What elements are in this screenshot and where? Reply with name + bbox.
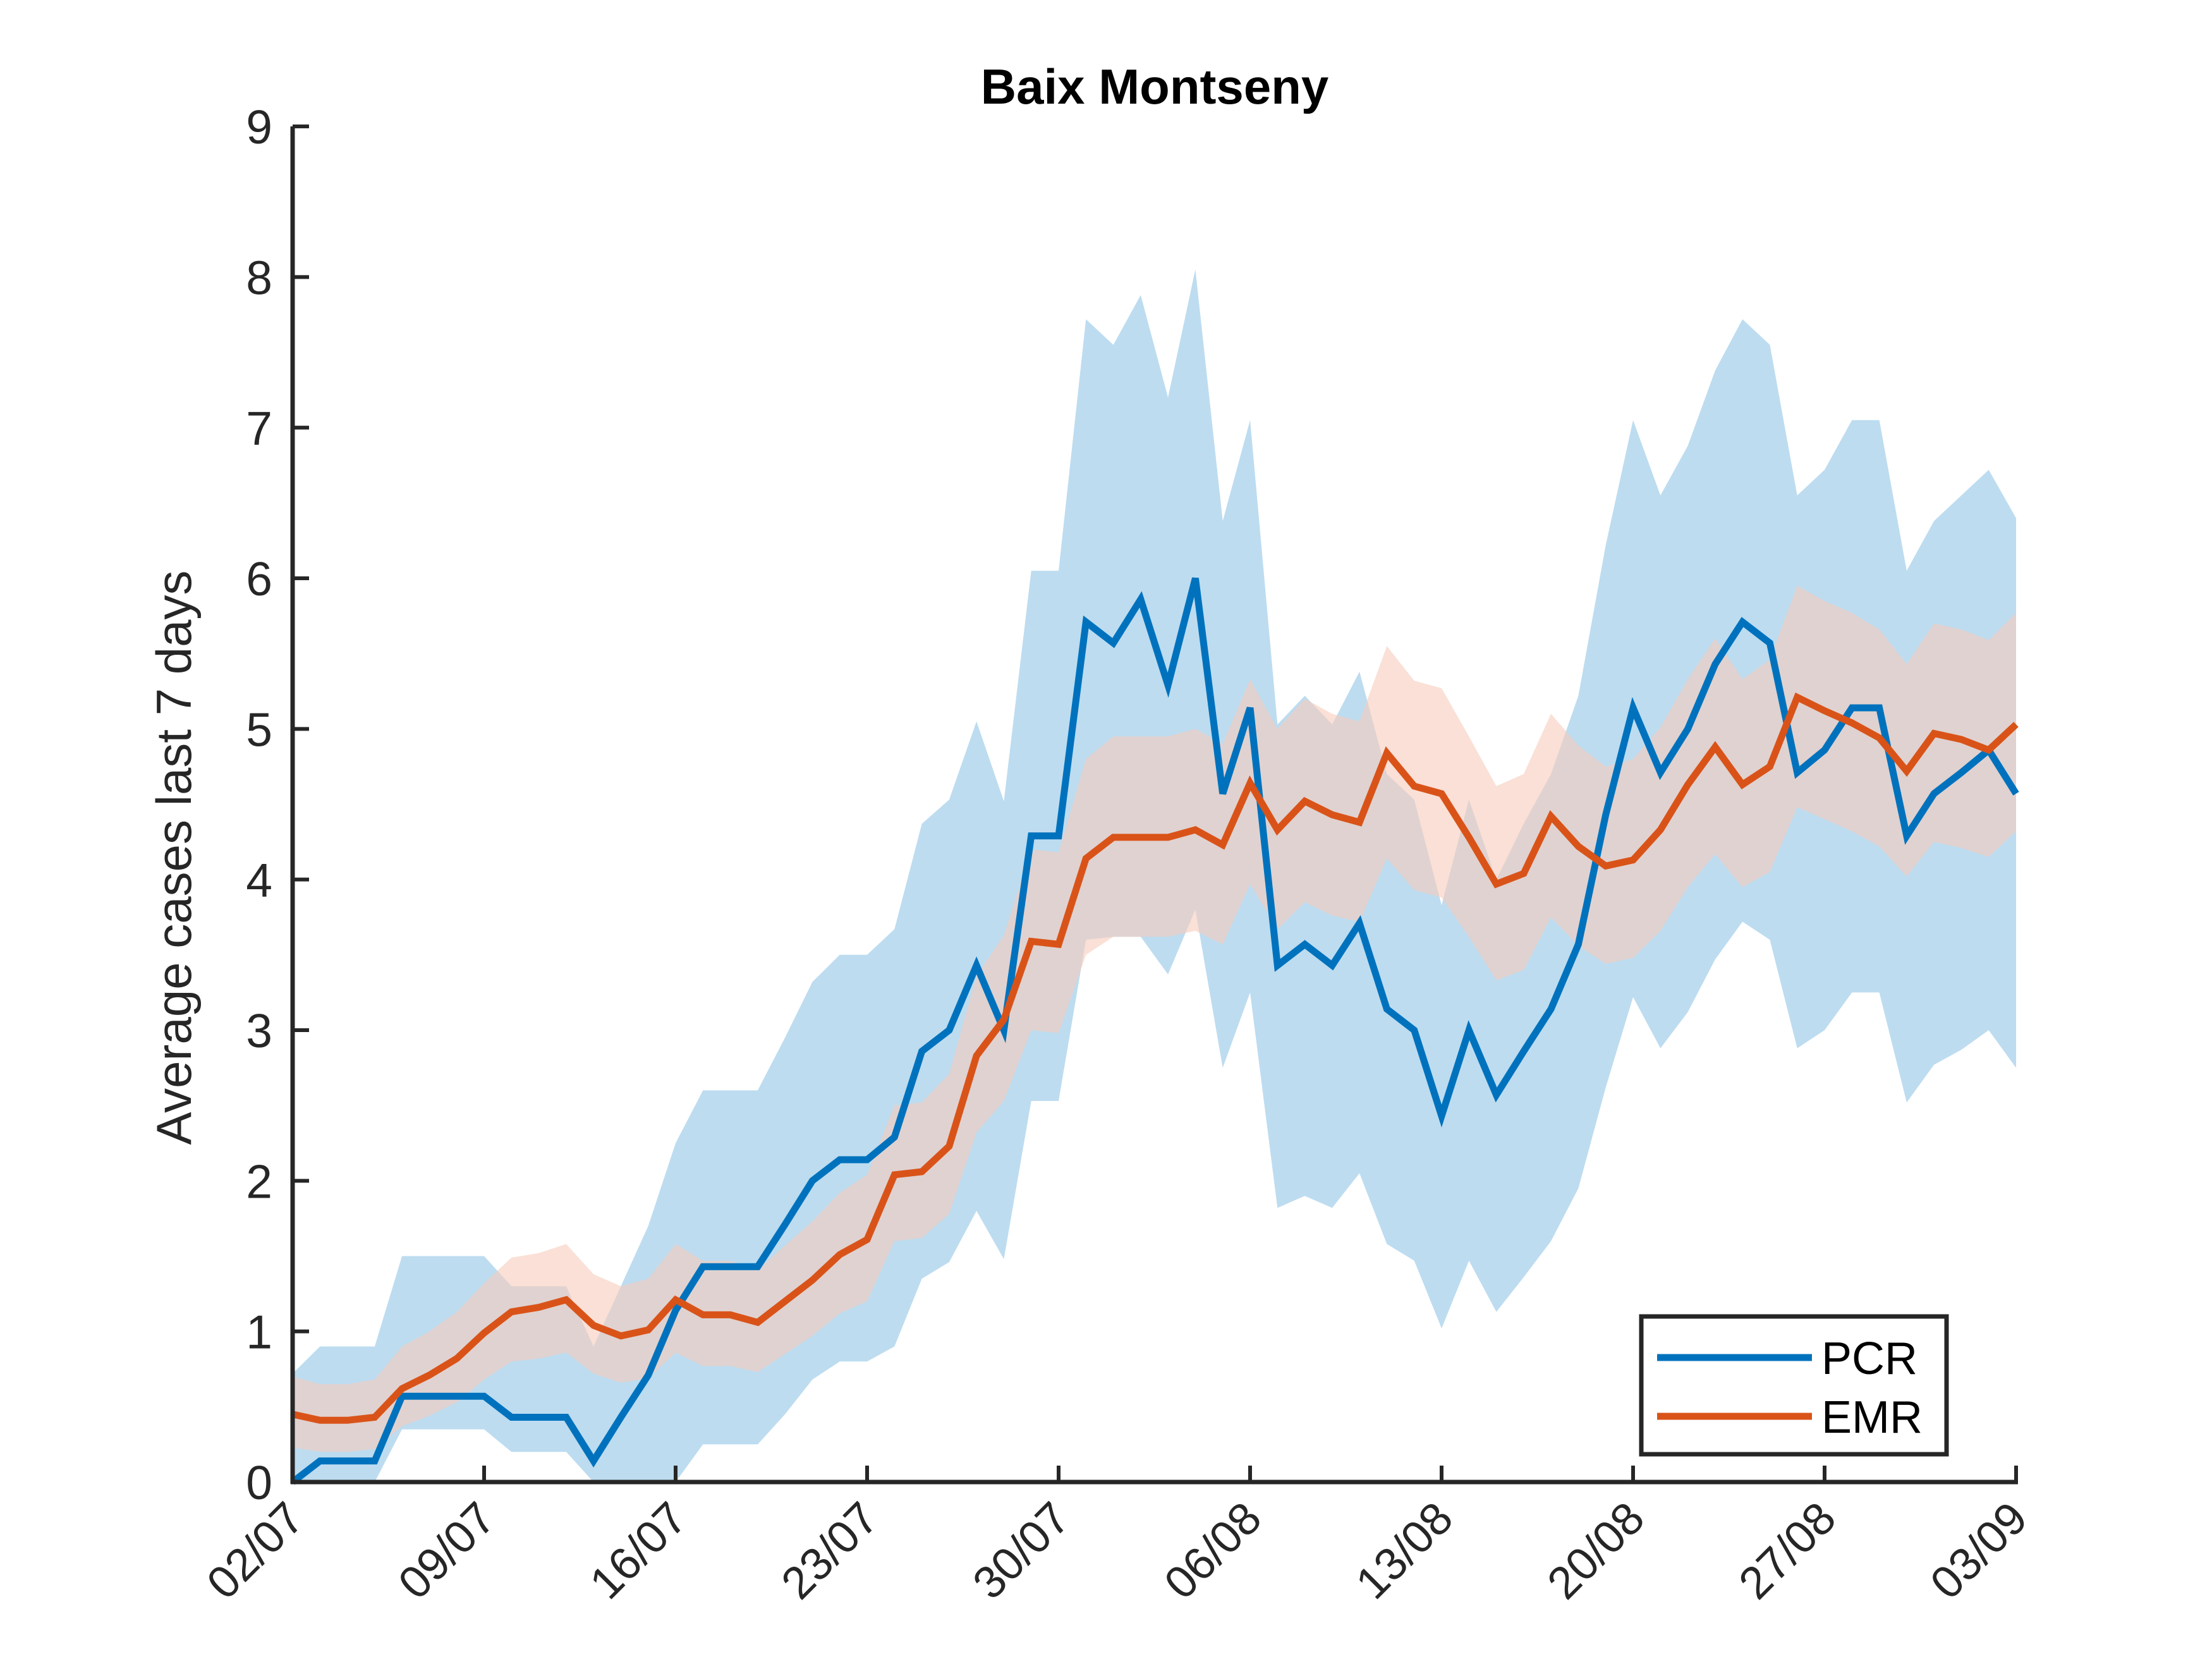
line-emr xyxy=(291,692,2019,1424)
y-tick-label: 5 xyxy=(246,703,272,756)
y-tick-label: 0 xyxy=(246,1456,272,1509)
y-tick-label: 4 xyxy=(246,854,272,907)
legend: PCR EMR xyxy=(1639,1314,1949,1457)
line-pcr xyxy=(290,577,2019,1485)
y-tick-label: 8 xyxy=(246,251,272,304)
band-emr xyxy=(293,585,2016,1452)
y-tick-label: 2 xyxy=(246,1155,272,1208)
y-tick-label: 1 xyxy=(246,1306,272,1359)
y-tick-label: 3 xyxy=(246,1004,272,1057)
y-tick-label: 9 xyxy=(246,100,272,154)
y-axis-label: Average cases last 7 days xyxy=(146,570,202,1145)
y-tick-label: 6 xyxy=(246,552,272,605)
chart-title: Baix Montseny xyxy=(981,59,1328,114)
legend-box xyxy=(1639,1314,1949,1457)
y-tick-label: 7 xyxy=(246,402,272,455)
legend-label-emr: EMR xyxy=(1821,1392,1923,1443)
confidence-bands xyxy=(293,269,2016,1482)
series-lines xyxy=(290,577,2019,1485)
legend-label-pcr: PCR xyxy=(1821,1334,1917,1384)
